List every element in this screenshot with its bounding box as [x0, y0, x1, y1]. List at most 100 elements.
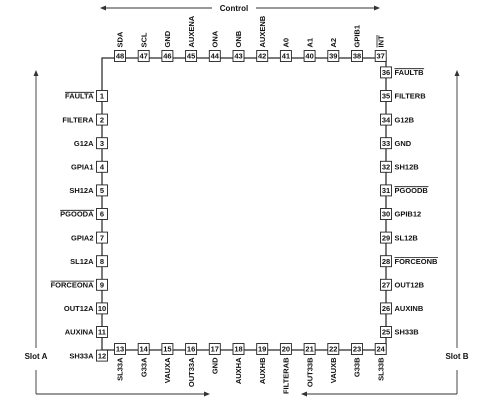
pin-label: SL12B [395, 233, 419, 242]
pin-2-filtera: 2 FILTERA [62, 113, 108, 126]
pin-box [374, 343, 387, 355]
pin-27-out12b: 27 OUT12B [380, 278, 425, 291]
pin-box [96, 302, 108, 315]
pin-33-gnd: 33 GND [380, 137, 412, 150]
pin-box [96, 278, 108, 291]
pin-label: ONB [234, 30, 243, 47]
pin-number: 20 [282, 345, 290, 354]
pin-47-scl: 47 SCL [137, 32, 150, 62]
slot-b-arrow: Slot B [301, 70, 469, 397]
pin-15-vauxa: 15 VAUXA [161, 343, 174, 383]
pin-number: 29 [382, 233, 390, 242]
pin-label: VAUXA [163, 357, 172, 383]
pin-number: 13 [116, 345, 124, 354]
pin-16-out33a: 16 OUT33A [185, 343, 198, 387]
pin-number: 43 [234, 52, 242, 61]
pin-number: 15 [163, 345, 171, 354]
pin-box [96, 137, 108, 150]
pin-box [96, 160, 108, 173]
pin-label: SCL [139, 32, 148, 47]
pin-19-auxhb: 19 AUXHB [256, 343, 269, 384]
pin-37-int: 37 INT [374, 35, 387, 62]
pin-22-vauxb: 22 VAUXB [327, 343, 340, 383]
pin-label: GND [211, 357, 220, 374]
pin-box [137, 50, 150, 62]
pin-number: 32 [382, 163, 390, 172]
pin-43-onb: 43 ONB [232, 30, 245, 62]
pin-28-forceonb: 28 FORCEONB [380, 255, 438, 268]
pin-21-out33b: 21 OUT33B [303, 343, 316, 387]
pin-box [96, 184, 108, 197]
pin-label: SH33A [69, 351, 94, 360]
pin-label: FILTERAB [282, 357, 291, 394]
pin-10-out12a: 10 OUT12A [64, 302, 108, 315]
pin-number: 21 [305, 345, 313, 354]
pin-number: 5 [100, 186, 104, 195]
pin-box [137, 343, 150, 355]
pin-number: 30 [382, 210, 390, 219]
pin-label: SH12A [69, 186, 94, 195]
pin-32-sh12b: 32 SH12B [380, 160, 419, 173]
pin-label: AUXHB [258, 357, 267, 384]
pin-box [279, 343, 292, 355]
pin-label: AUXENA [187, 15, 196, 47]
pin-12-sh33a: 12 SH33A [69, 349, 108, 362]
pin-box [208, 50, 221, 62]
pin-label: AUXINB [395, 304, 424, 313]
pin-label: INT [376, 35, 385, 48]
pin-number: 46 [163, 52, 171, 61]
pin-30-gpib12: 30 GPIB12 [380, 208, 421, 220]
pin-box [327, 343, 340, 355]
pin-number: 25 [382, 328, 390, 337]
pin-18-auxha: 18 AUXHA [232, 343, 245, 384]
pin-number: 1 [100, 92, 104, 101]
pin-label: A1 [305, 38, 314, 48]
pin-box [256, 50, 269, 62]
pin-42-auxenb: 42 AUXENB [256, 15, 269, 62]
pin-box [380, 90, 392, 102]
pin-4-gpia1: 4 GPIA1 [71, 160, 108, 173]
pin-number: 26 [382, 304, 390, 313]
pins-top-group: 48 SDA 47 SCL 46 GND 45 AUXENA 44 ONA 43 ONB 42 AUXEN… [114, 15, 387, 62]
pin-box [380, 208, 392, 220]
pin-box [351, 50, 363, 62]
pin-number: 22 [329, 345, 337, 354]
pin-48-sda: 48 SDA [114, 31, 126, 62]
pin-23-g33b: 23 G33B [351, 343, 363, 377]
pin-label: FILTERB [395, 92, 427, 101]
pin-number: 41 [282, 52, 290, 61]
pin-label: FILTERA [62, 115, 94, 124]
pin-number: 45 [187, 52, 195, 61]
pin-34-g12b: 34 G12B [380, 113, 415, 126]
pin-label: A2 [329, 38, 338, 48]
pin-9-forceona: 9 FORCEONA [50, 278, 108, 291]
pin-label: G12A [74, 139, 94, 148]
pin-label: FAULTB [395, 68, 425, 77]
pin-label: SL33A [116, 357, 125, 381]
slot-a-label: Slot A [25, 352, 48, 361]
pin-label: VAUXB [329, 357, 338, 383]
pin-label: AUXENB [258, 15, 267, 47]
pin-box [114, 343, 126, 355]
pin-17-gnd: 17 GND [208, 343, 221, 374]
pin-label: SL33B [376, 357, 385, 381]
pin-label: OUT12B [395, 281, 425, 290]
pin-box [380, 160, 392, 173]
pin-number: 23 [353, 345, 361, 354]
pin-label: OUT12A [64, 304, 94, 313]
pin-label: SDA [116, 31, 125, 47]
pin-number: 6 [100, 210, 104, 219]
pin-box [96, 231, 108, 244]
pin-3-g12a: 3 G12A [74, 137, 108, 150]
pin-number: 24 [377, 345, 386, 354]
pin-box [256, 343, 269, 355]
pin-box [380, 302, 392, 315]
pin-20-filterab: 20 FILTERAB [279, 343, 292, 394]
pin-box [114, 50, 126, 62]
pin-number: 3 [100, 139, 104, 148]
pin-label: OUT33A [187, 357, 196, 387]
pin-number: 2 [100, 115, 104, 124]
